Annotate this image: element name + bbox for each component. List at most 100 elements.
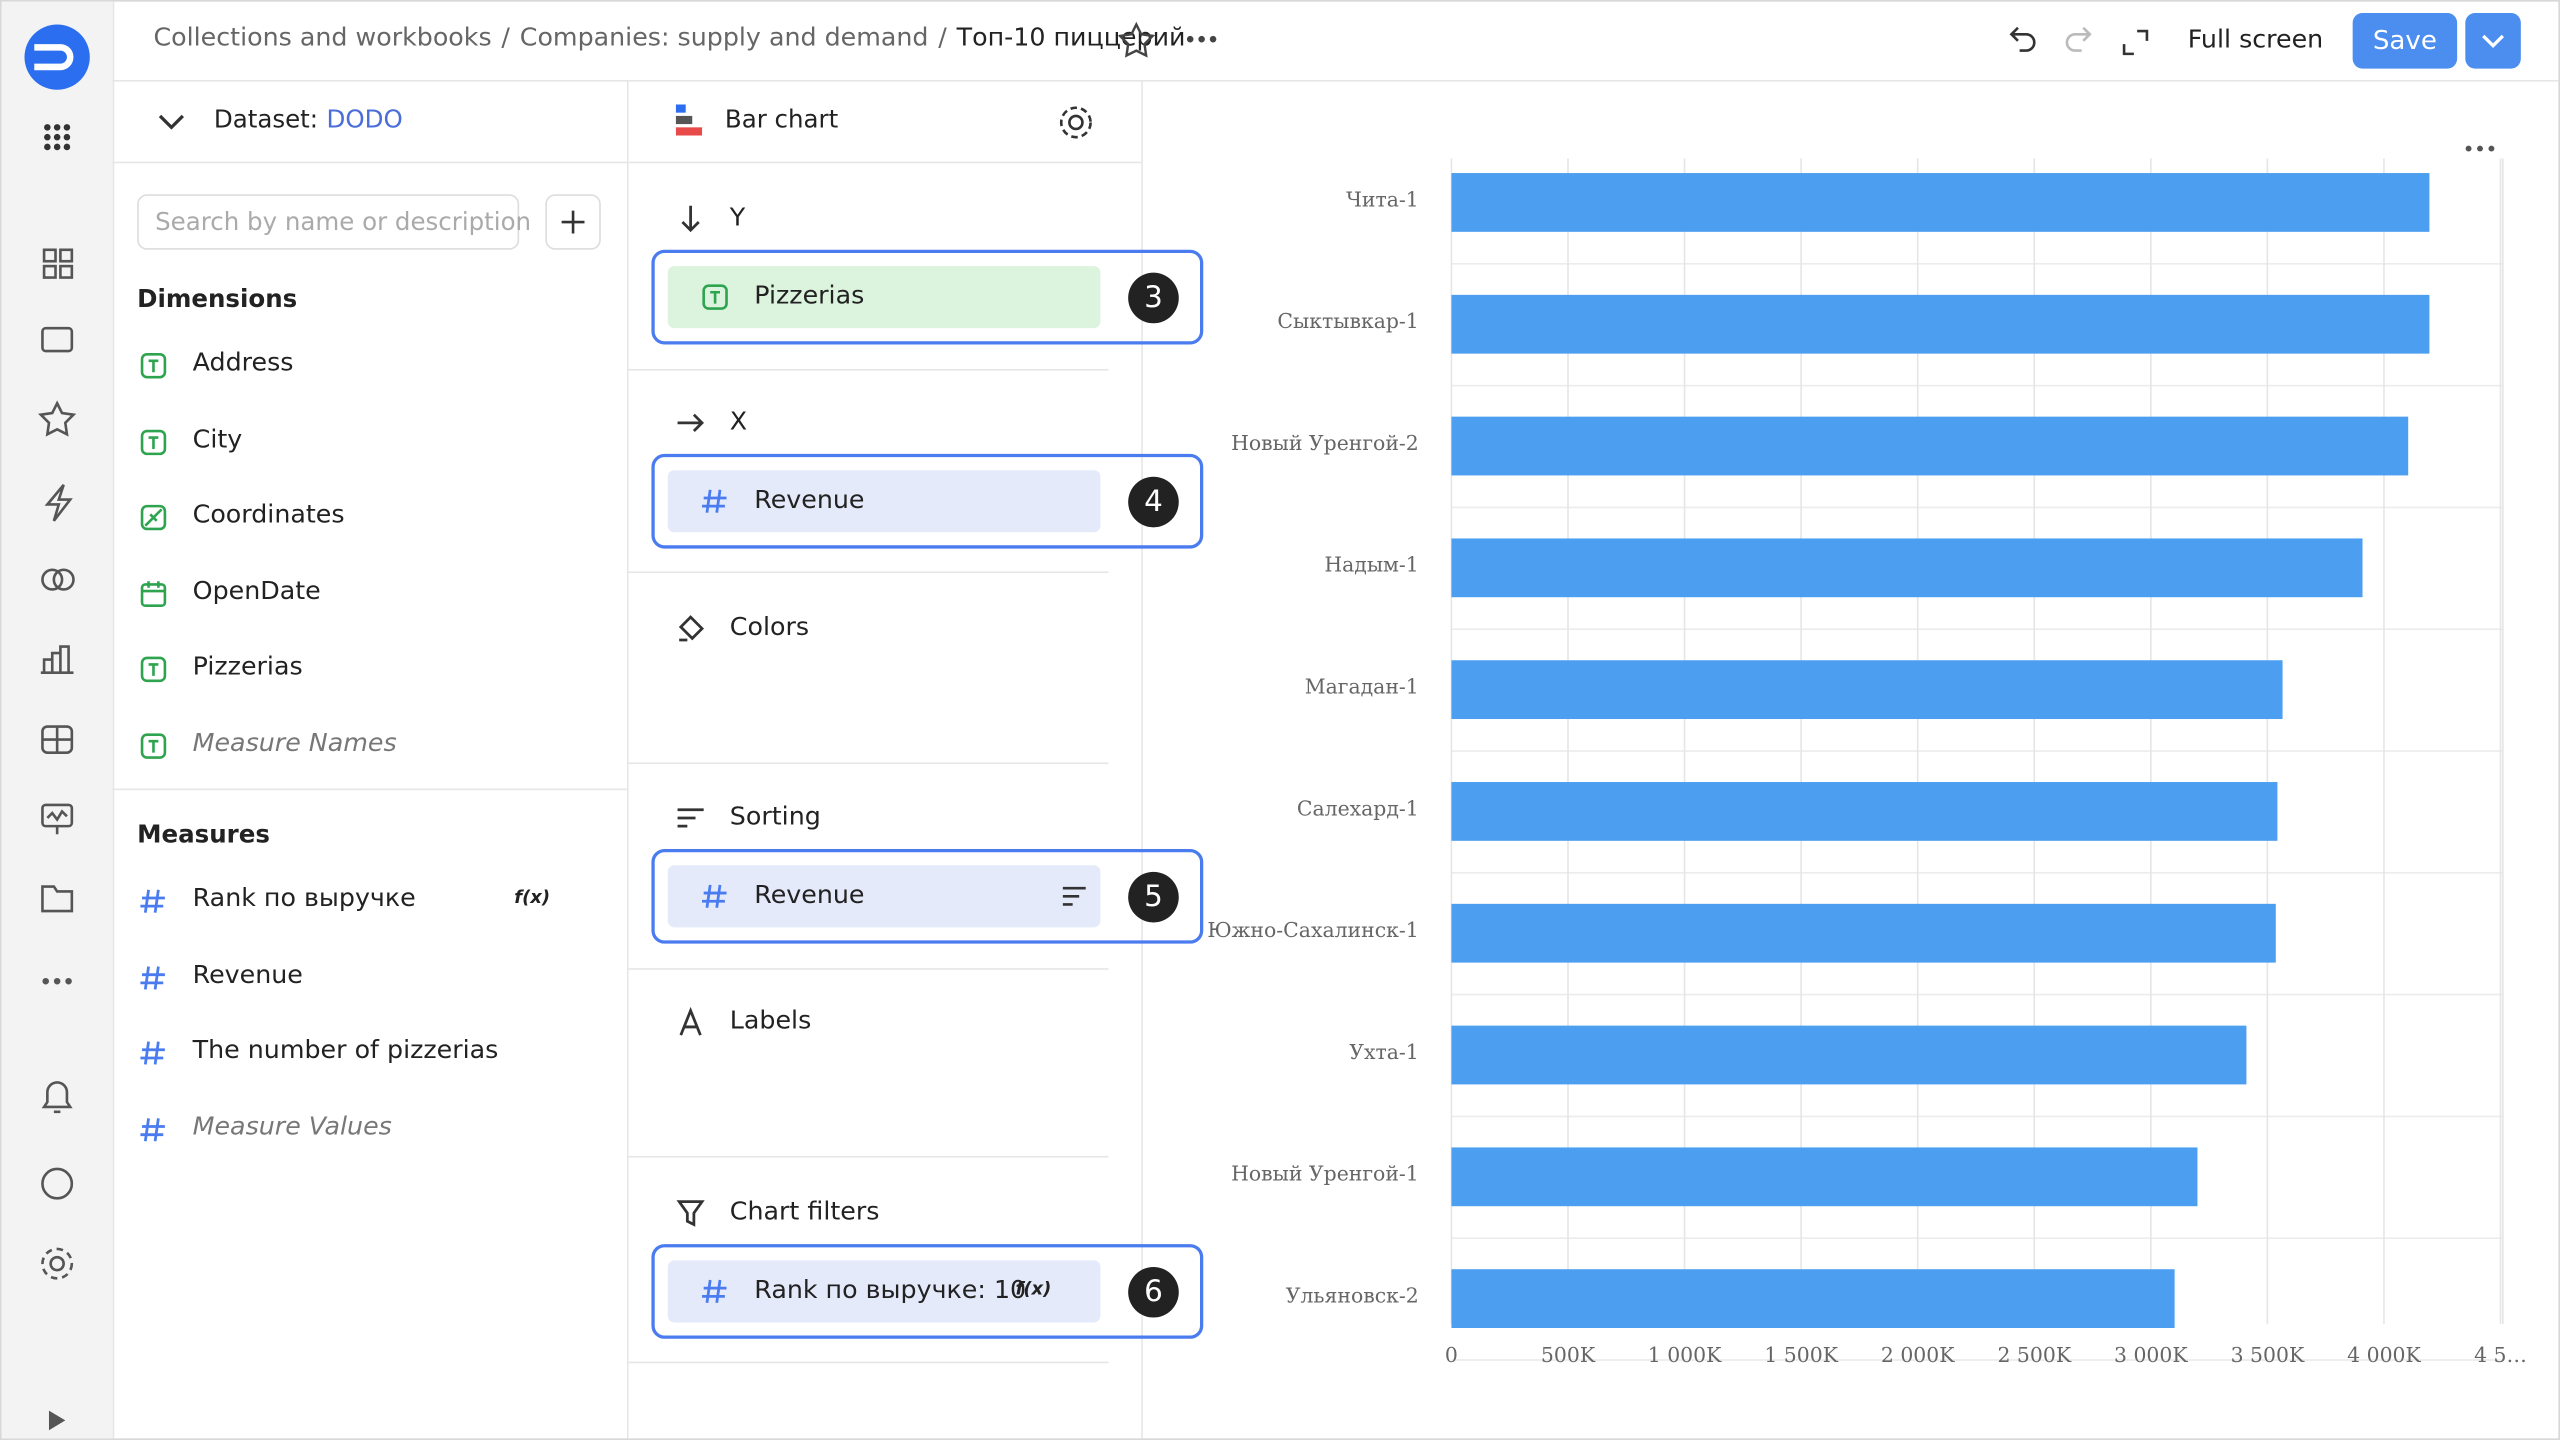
bar-chart-icon: [675, 104, 703, 136]
field-icon: [137, 885, 170, 924]
dimension-item[interactable]: OpenDate: [192, 575, 321, 605]
section-icon: [674, 202, 707, 241]
bar: [1451, 538, 2363, 598]
add-button[interactable]: [545, 194, 601, 250]
y-tick-label: Надым-1: [1324, 553, 1418, 577]
dimension-item[interactable]: City: [192, 423, 243, 454]
field-name: Pizzerias: [754, 280, 865, 311]
collapse-icon[interactable]: [155, 106, 194, 139]
save-button[interactable]: Save: [2352, 13, 2458, 69]
field-icon: [137, 349, 170, 388]
x-tick-label: 4 000K: [2347, 1343, 2421, 1367]
bar: [1451, 782, 2278, 841]
divider: [112, 80, 2559, 82]
bar: [1451, 1025, 2247, 1085]
field-icon: [699, 1275, 732, 1314]
highlight-frame: [651, 453, 1204, 549]
measures-title: Measures: [137, 819, 270, 849]
field-pill[interactable]: [667, 1260, 1101, 1323]
settings-icon[interactable]: [1056, 103, 1095, 142]
dataset-name[interactable]: DODO: [326, 104, 403, 134]
section-icon: [674, 612, 707, 651]
breadcrumb[interactable]: Топ-10 пиццерий: [956, 22, 1186, 53]
measure-item[interactable]: Revenue: [192, 959, 303, 989]
header-icons[interactable]: [1118, 21, 1249, 60]
section-title: Chart filters: [729, 1196, 880, 1227]
y-tick-label: Новый Уренгой-2: [1231, 431, 1419, 455]
highlight-frame: [651, 1244, 1204, 1339]
field-icon: [137, 1113, 170, 1152]
field-icon: [137, 1037, 170, 1076]
field-name: Revenue: [754, 484, 865, 515]
field-icon: [137, 501, 170, 540]
field-name: Revenue: [754, 879, 865, 910]
field-icon: [699, 281, 732, 320]
section-icon: [674, 1197, 707, 1236]
formula-badge: f(x): [1015, 1278, 1052, 1300]
field-name: Rank по выручке: 10: [754, 1275, 1027, 1305]
bar: [1451, 416, 2409, 476]
x-tick-label: 3 500K: [2231, 1343, 2305, 1367]
field-pill[interactable]: [667, 470, 1101, 533]
section-icon: [674, 802, 707, 841]
bar: [1451, 1269, 2175, 1328]
divider: [112, 161, 1142, 164]
separator: /: [938, 22, 947, 53]
y-tick-label: Салехард-1: [1297, 796, 1419, 820]
field-icon: [137, 961, 170, 1000]
dimension-item[interactable]: Measure Names: [192, 727, 397, 757]
measure-item[interactable]: Rank по выручке: [192, 883, 416, 913]
field-pill[interactable]: [667, 865, 1101, 928]
divider: [626, 1155, 1109, 1158]
y-tick-label: Новый Уренгой-1: [1231, 1162, 1419, 1186]
divider: [626, 80, 629, 1439]
separator: /: [501, 22, 510, 53]
divider: [626, 368, 1109, 371]
x-tick-label: 2 500K: [1997, 1343, 2071, 1367]
step-badge: 4: [1128, 476, 1179, 528]
section-title: Colors: [729, 612, 810, 642]
y-tick-label: Южно-Сахалинск-1: [1207, 918, 1418, 942]
divider: [626, 1361, 1109, 1364]
bar-chart: 0 500K 1 000K 1 500K 2 000K 2 500K 3 000K 3 500…: [1207, 158, 2527, 1367]
save-menu[interactable]: [2465, 13, 2521, 69]
field-icon: [137, 425, 170, 464]
y-tick-label: Ухта-1: [1349, 1040, 1419, 1064]
dimension-item[interactable]: Coordinates: [192, 499, 345, 529]
y-tick-label: Магадан-1: [1305, 674, 1419, 698]
nav-icons[interactable]: [2, 100, 113, 1439]
breadcrumb[interactable]: Collections and workbooks: [153, 22, 492, 53]
sort-icon: [1058, 880, 1091, 919]
logo: [24, 24, 90, 90]
section-icon: [674, 407, 707, 446]
field-icon: [137, 577, 170, 616]
y-tick-label: Чита-1: [1346, 187, 1419, 211]
section-icon: [674, 1006, 707, 1045]
x-tick-label: 3 000K: [2114, 1343, 2188, 1367]
dimension-item[interactable]: Address: [192, 347, 294, 378]
dimension-item[interactable]: Pizzerias: [192, 651, 303, 681]
divider: [112, 788, 627, 791]
breadcrumb[interactable]: Companies: supply and demand: [519, 22, 929, 53]
field-icon: [137, 729, 170, 768]
divider: [112, 1, 115, 1439]
bar: [1451, 903, 2276, 963]
undo-redo[interactable]: [2003, 21, 2166, 60]
bar: [1451, 173, 2430, 232]
search-input[interactable]: Search by name or description: [137, 194, 531, 250]
measure-item[interactable]: The number of pizzerias: [192, 1035, 499, 1065]
x-tick-label: 0: [1445, 1343, 1458, 1367]
field-icon: [137, 653, 170, 692]
field-pill[interactable]: [667, 266, 1101, 329]
section-title: Labels: [729, 1005, 812, 1036]
x-tick-label: 4 5…: [2474, 1343, 2527, 1367]
full-screen-button[interactable]: Full screen: [2187, 24, 2324, 54]
dataset-label: Dataset:: [213, 104, 319, 134]
dimensions-title: Dimensions: [137, 284, 298, 314]
field-icon: [699, 485, 732, 524]
measure-item[interactable]: Measure Values: [192, 1111, 392, 1141]
chart-type[interactable]: Bar chart: [724, 104, 839, 134]
chart-menu[interactable]: [2460, 139, 2499, 159]
x-tick-label: 500K: [1541, 1343, 1596, 1367]
step-badge: 5: [1128, 871, 1179, 923]
